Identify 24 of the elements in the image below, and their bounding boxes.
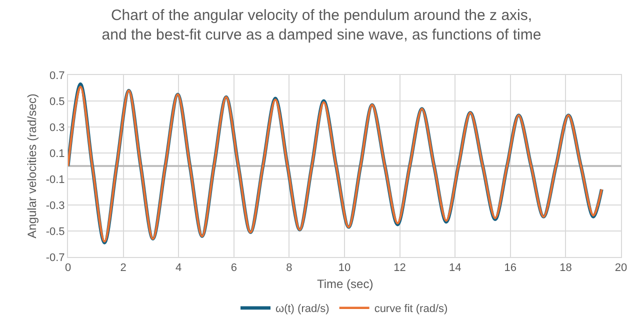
x-tick-label: 10 xyxy=(338,262,351,274)
x-tick-label: 20 xyxy=(614,262,628,274)
x-axis-title: Time (sec) xyxy=(317,277,374,291)
y-tick-label: -0.1 xyxy=(46,174,65,186)
x-tick-label: 18 xyxy=(560,262,572,274)
legend-label: curve fit (rad/s) xyxy=(374,303,448,316)
x-tick-label: 0 xyxy=(64,262,72,274)
x-tick-label: 16 xyxy=(504,262,517,274)
x-tick-label: 12 xyxy=(394,262,406,274)
legend-label: ω(t) (rad/s) xyxy=(276,303,330,316)
y-tick-label: 0.7 xyxy=(50,70,65,82)
y-tick-label: -0.5 xyxy=(46,226,65,238)
y-tick-label: -0.7 xyxy=(46,252,65,264)
y-tick-label: 0.1 xyxy=(50,148,65,160)
x-tick-label: 4 xyxy=(176,262,182,274)
x-tick-label: 6 xyxy=(230,262,237,274)
x-tick-label: 2 xyxy=(120,262,126,274)
x-tick-label: 8 xyxy=(286,262,292,274)
y-tick-label: -0.3 xyxy=(46,200,65,212)
chart-title: Chart of the angular velocity of the pendulum around the z axis, and the best-fit curve as a damped sine wave, as functions of time xyxy=(102,7,542,44)
y-tick-label: 0.3 xyxy=(50,122,65,134)
y-axis-title: Angular velocities (rad/sec) xyxy=(25,94,40,238)
y-tick-label: 0.5 xyxy=(50,96,65,108)
x-tick-label: 14 xyxy=(448,262,462,274)
